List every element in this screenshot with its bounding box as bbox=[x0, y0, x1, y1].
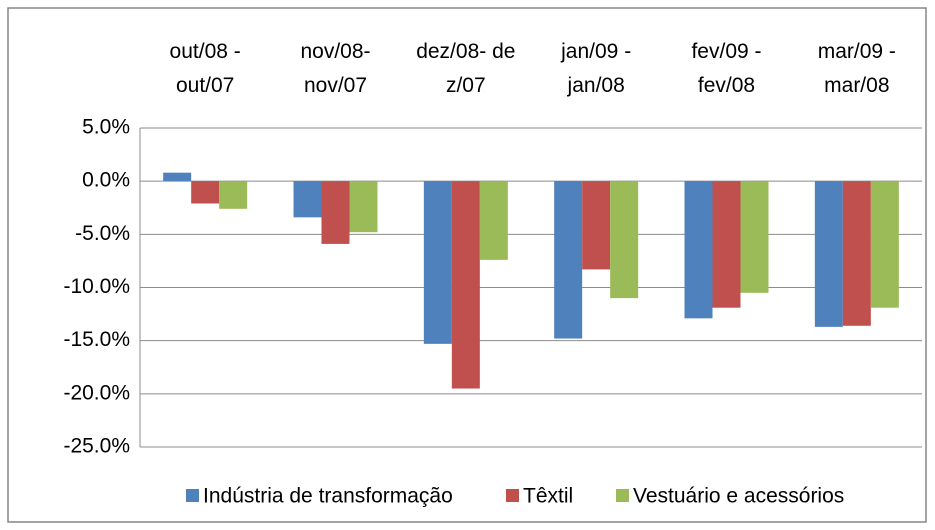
bar bbox=[610, 181, 639, 299]
x-tick-label: out/08 -out/07 bbox=[170, 40, 241, 97]
bar bbox=[423, 181, 452, 344]
bar bbox=[451, 181, 480, 389]
y-tick-label: -5.0% bbox=[75, 222, 130, 245]
y-tick-label: 0.0% bbox=[82, 169, 130, 192]
bar bbox=[870, 181, 899, 308]
y-tick-label: -10.0% bbox=[63, 275, 130, 298]
y-tick-label: -15.0% bbox=[63, 328, 130, 351]
legend-swatch bbox=[506, 489, 519, 502]
bar bbox=[842, 181, 871, 326]
bar bbox=[814, 181, 843, 327]
bar bbox=[712, 181, 741, 308]
bar bbox=[219, 181, 248, 209]
y-tick-label: -25.0% bbox=[63, 435, 130, 458]
legend-swatch bbox=[616, 489, 629, 502]
x-tick-label: mar/09 -mar/08 bbox=[818, 40, 896, 97]
x-tick-label: fev/09 -fev/08 bbox=[691, 40, 761, 97]
bar bbox=[684, 181, 713, 319]
bar bbox=[349, 181, 378, 233]
x-tick-label: jan/09 -jan/08 bbox=[560, 40, 631, 97]
bar bbox=[293, 181, 322, 218]
legend-label: Indústria de transformação bbox=[203, 485, 453, 508]
bar bbox=[582, 181, 611, 270]
bar bbox=[163, 172, 192, 182]
bar bbox=[191, 181, 220, 204]
legend-swatch bbox=[186, 489, 199, 502]
bar bbox=[554, 181, 583, 339]
legend-label: Vestuário e acessórios bbox=[633, 485, 844, 508]
bar bbox=[321, 181, 350, 244]
y-tick-label: -20.0% bbox=[63, 381, 130, 404]
x-tick-label: nov/08-nov/07 bbox=[300, 40, 370, 97]
bar bbox=[740, 181, 769, 293]
y-tick-label: 5.0% bbox=[82, 116, 130, 139]
legend-label: Têxtil bbox=[523, 485, 573, 508]
x-tick-label: dez/08- de z/07 bbox=[416, 40, 515, 97]
bar bbox=[479, 181, 508, 260]
